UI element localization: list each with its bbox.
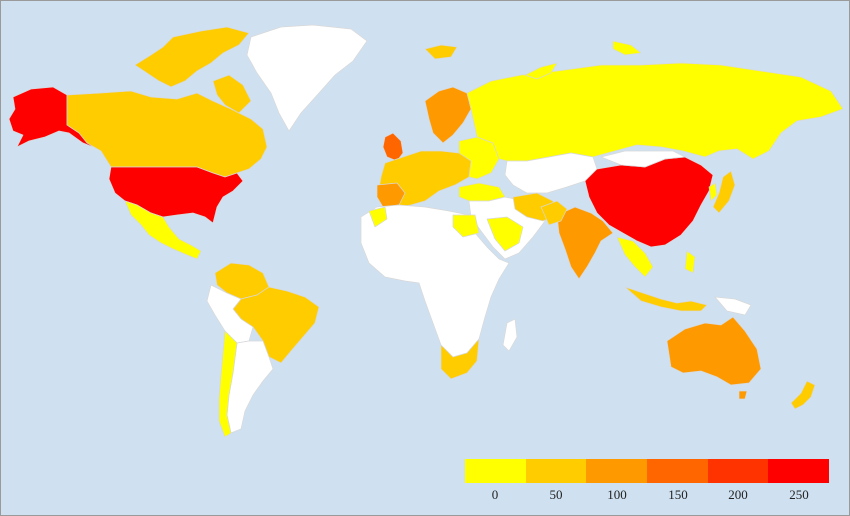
region-iceland — [424, 44, 458, 60]
region-morocco — [368, 206, 388, 228]
legend-tick-150: 150 — [668, 487, 688, 502]
region-peru-bolivia — [206, 284, 254, 344]
region-alaska — [8, 86, 94, 148]
legend-swatch-6 — [768, 459, 830, 483]
legend-ticks: 0 50 100 150 200 250 — [465, 487, 829, 509]
region-svalbard — [524, 62, 558, 80]
region-canada — [66, 90, 268, 178]
legend-tick-50: 50 — [549, 487, 563, 502]
region-philippines — [684, 250, 696, 274]
color-legend: 0 50 100 150 200 250 — [465, 459, 830, 509]
legend-swatch-2 — [525, 459, 587, 483]
region-saudi-arabia — [486, 216, 524, 252]
region-indonesia — [624, 286, 708, 312]
region-india — [556, 206, 614, 280]
region-papua — [714, 296, 752, 316]
region-japan — [712, 170, 736, 214]
legend-swatch-3 — [586, 459, 648, 483]
legend-tick-250: 250 — [789, 487, 809, 502]
legend-tick-200: 200 — [728, 487, 748, 502]
region-madagascar — [502, 318, 518, 352]
region-korea — [708, 182, 718, 202]
region-scandinavia — [424, 86, 472, 144]
region-new-zealand — [790, 380, 816, 410]
region-north-africa — [360, 204, 510, 358]
region-mexico — [124, 200, 202, 260]
region-egypt — [452, 214, 480, 238]
region-canada-arctic-islands — [134, 26, 250, 88]
legend-tick-100: 100 — [607, 487, 627, 502]
region-tasmania — [738, 390, 748, 400]
legend-swatch-5 — [707, 459, 769, 483]
region-australia — [666, 316, 762, 386]
region-southeast-asia — [616, 236, 654, 278]
region-pakistan — [540, 200, 568, 226]
region-greenland — [246, 24, 368, 132]
region-uk — [382, 132, 404, 162]
legend-swatch-1 — [465, 459, 526, 483]
region-novaya-zemlya — [612, 40, 642, 56]
region-mongolia — [599, 150, 687, 168]
legend-swatch-4 — [647, 459, 708, 483]
region-south-africa — [440, 337, 480, 380]
region-canada-baffin-island — [212, 74, 252, 114]
legend-tick-0: 0 — [491, 487, 499, 502]
region-chile — [218, 330, 238, 438]
legend-color-bar — [465, 459, 830, 483]
